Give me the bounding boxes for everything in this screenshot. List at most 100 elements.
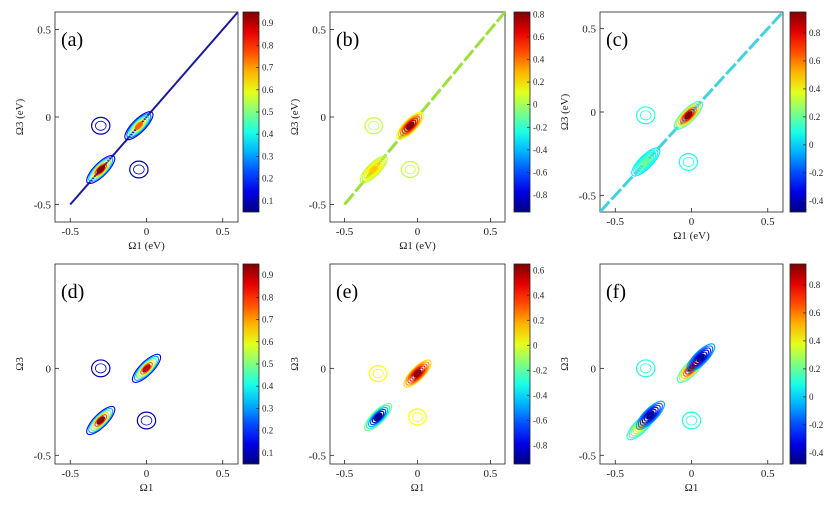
cross-peak-contour: [90, 116, 111, 135]
peak-contour-level: [367, 163, 380, 176]
peak-contour-level: [90, 159, 112, 180]
cross-peak-contour: [368, 364, 388, 383]
colorbar-tick-label: 0.2: [262, 426, 273, 436]
peak-contour-level: [361, 157, 386, 182]
peak-contour-level: [692, 349, 710, 367]
peak-contour-level: [131, 353, 162, 383]
peak-contour-level: [96, 416, 105, 425]
x-tick-label: -0.5: [62, 468, 80, 480]
x-tick-label: 0: [689, 216, 695, 228]
y-tick-label: 0: [591, 363, 597, 375]
peak-contour-level: [639, 155, 653, 169]
panel-label: (e): [336, 281, 358, 303]
diagonal-peak: [396, 111, 425, 140]
peak-contour-level: [86, 154, 116, 185]
y-axis-label: Ω3 (eV): [289, 98, 301, 135]
peak-contour-level: [403, 359, 432, 388]
colorbar-tick-label: 0.8: [262, 40, 274, 50]
colorbar-tick-label: 0.7: [262, 315, 274, 325]
diagonal-peak: [673, 100, 704, 130]
peak-contour-level: [405, 361, 430, 386]
colorbar-tick-label: -0.8: [533, 190, 548, 200]
peak-contour-level: [413, 369, 422, 378]
colorbar-tick-label: 0.6: [533, 32, 545, 42]
cross-peak-contour-inner: [368, 120, 380, 131]
y-tick-label: 0: [321, 363, 327, 375]
peak-contour-level: [88, 156, 114, 183]
peak-contour-level: [673, 100, 704, 130]
y-tick-label: -0.5: [309, 450, 327, 462]
cross-peak-contour: [400, 160, 420, 179]
y-axis-label: Ω3 (eV): [14, 98, 26, 135]
y-tick-label: 0.5: [582, 24, 596, 36]
peak-contour-level: [86, 405, 116, 436]
colorbar: [789, 263, 807, 465]
panel-label: (a): [61, 29, 83, 51]
cross-peak-contour-inner: [95, 363, 107, 374]
peak-contour-level: [635, 400, 665, 430]
colorbar-tick-label: 0.3: [262, 403, 274, 413]
colorbar: [513, 263, 531, 465]
colorbar-tick-label: 0.4: [262, 381, 274, 391]
peak-contour-level: [88, 407, 114, 434]
peak-contour-level: [631, 147, 661, 177]
diagonal-peak: [631, 147, 661, 177]
y-tick-label: -0.5: [34, 200, 52, 212]
y-tick-label: -0.5: [579, 190, 597, 202]
x-tick-label: -0.5: [336, 468, 354, 480]
peak-contour-level: [688, 345, 714, 371]
cross-peak-contour-inner: [411, 412, 424, 422]
panel-b: -0.5 0 0.5 -0.5 0 0.5 Ω1 (eV) Ω3 (eV) (b) -0.8 -0.…: [289, 9, 548, 252]
colorbar-tick-label: 0.9: [262, 18, 274, 28]
peak-contour-level: [404, 119, 417, 132]
x-axis-label: Ω1 (eV): [128, 240, 165, 252]
cross-peak-contour-inner: [640, 363, 652, 374]
y-tick-label: 0: [46, 112, 52, 124]
peak-contour-level: [94, 414, 108, 427]
colorbar-tick-label: -0.4: [533, 145, 548, 155]
colorbar-tick-label: 0.1: [262, 196, 273, 206]
x-tick-label: 0.5: [761, 468, 775, 480]
x-axis-label: Ω1: [140, 482, 154, 494]
plot-area: [329, 263, 506, 465]
peak-contour-level: [371, 410, 385, 424]
panel-e: -0.5 0 0.5 -0.5 0 Ω1 Ω3 (e) -0.8 -0.6 -0.4 -0.2 0 0.2…: [289, 263, 548, 494]
y-tick-label: 0: [591, 107, 597, 119]
colorbar-tick-label: 0.2: [533, 77, 544, 87]
cross-peak-contour: [90, 359, 111, 378]
peak-contour-level: [637, 402, 663, 428]
colorbar-tick-label: 0.6: [809, 56, 821, 66]
colorbar-tick-label: -0.8: [533, 440, 548, 450]
colorbar-tick-label: 0: [533, 340, 538, 350]
peak-contour-level: [635, 151, 657, 173]
panel-label: (f): [606, 281, 626, 303]
peak-contour-level: [126, 113, 152, 139]
x-tick-label: 0.5: [216, 468, 230, 480]
y-tick-label: 0: [321, 112, 327, 124]
peak-contour-level: [90, 410, 112, 431]
colorbar-tick-label: 0: [809, 140, 814, 150]
panel-label: (b): [336, 29, 359, 51]
diagonal-peak: [635, 400, 665, 430]
peak-contour-level: [409, 365, 426, 382]
cross-peak-contour: [678, 153, 699, 171]
colorbar-tick-label: -0.2: [533, 365, 547, 375]
peak-contour-level: [96, 165, 105, 174]
x-axis-label: Ω1 (eV): [399, 240, 436, 252]
peak-contour-level: [370, 408, 387, 426]
cross-peak-contour-inner: [140, 415, 153, 426]
colorbar-tick-label: 0.4: [533, 290, 545, 300]
peak-contour-level: [696, 353, 705, 363]
colorbar-tick-label: 0: [809, 392, 814, 402]
x-tick-label: 0.5: [484, 468, 498, 480]
peak-contour-level: [637, 153, 655, 171]
peak-contour-level: [130, 117, 148, 135]
peak-contour-level: [128, 115, 150, 137]
colorbar-tick-label: 0.8: [262, 292, 274, 302]
colorbar-tick-label: 0.7: [262, 63, 274, 73]
peak-contour-level: [407, 363, 428, 384]
y-tick-label: -0.5: [34, 450, 52, 462]
colorbar-tick-label: 0.6: [533, 265, 545, 275]
colorbar-tick-label: 0.4: [809, 84, 821, 94]
